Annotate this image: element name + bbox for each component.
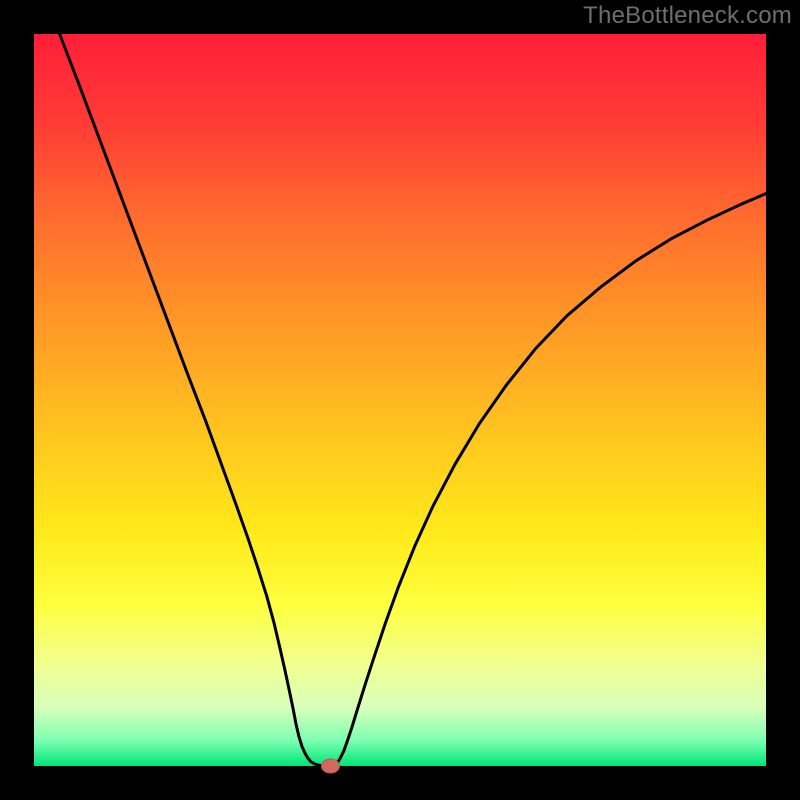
watermark-text: TheBottleneck.com xyxy=(583,2,792,30)
plot-background xyxy=(34,34,766,766)
minimum-marker xyxy=(321,759,339,773)
chart-svg xyxy=(0,0,800,800)
chart-container: TheBottleneck.com xyxy=(0,0,800,800)
